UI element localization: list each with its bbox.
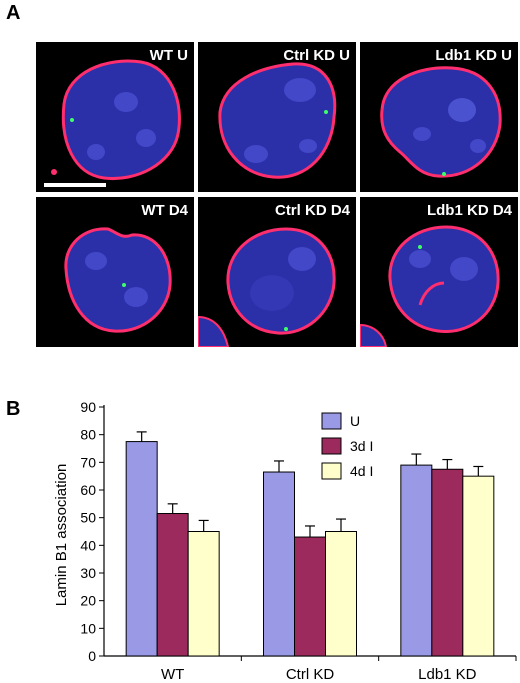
legend-label: 3d I <box>350 438 373 454</box>
micrograph-label: Ctrl KD U <box>283 47 350 64</box>
micrograph-ctrl-kd-d4: Ctrl KD D4 <box>198 197 356 347</box>
legend-label: 4d I <box>350 463 373 479</box>
micrograph-wt-d4: WT D4 <box>36 197 194 347</box>
legend-swatch <box>321 412 342 430</box>
y-tick-label: 40 <box>80 537 96 553</box>
nucleus-image <box>198 227 336 347</box>
bar <box>294 536 326 657</box>
bar <box>325 531 357 657</box>
x-tick-label: WT <box>161 666 184 683</box>
bar <box>187 531 220 657</box>
micrograph-label: WT D4 <box>141 202 188 219</box>
micrograph-ldb1-kd-d4: Ldb1 KD D4 <box>360 197 518 347</box>
micrograph-label: Ldb1 KD D4 <box>426 202 512 219</box>
bar <box>462 475 495 657</box>
y-tick-label: 70 <box>80 454 96 470</box>
legend-label: U <box>350 413 360 429</box>
micrograph-label: Ctrl KD D4 <box>274 202 350 219</box>
micrograph-wt-u: WT U <box>36 42 194 192</box>
panel-b-letter: B <box>6 398 21 420</box>
y-tick-label: 90 <box>80 399 96 415</box>
bar <box>263 471 295 657</box>
y-tick-label: 80 <box>80 427 96 443</box>
nucleus-image <box>218 62 337 179</box>
y-tick-label: 0 <box>88 648 96 664</box>
x-tick-label: Ldb1 KD <box>418 666 477 683</box>
micrograph-label: WT U <box>149 47 188 64</box>
micrograph-grid: WT U Ctrl KD U Ldb1 KD U WT D4 <box>36 42 518 348</box>
y-axis-label: Lamin B1 association <box>53 464 70 607</box>
nucleus-image <box>380 66 502 178</box>
legend-swatch <box>321 462 342 480</box>
nucleus-image <box>64 227 172 333</box>
nucleus-image <box>360 225 500 347</box>
y-tick-label: 60 <box>80 482 96 498</box>
bar <box>156 513 189 657</box>
micrograph-ctrl-kd-u: Ctrl KD U <box>198 42 356 192</box>
panel-a-letter: A <box>6 2 21 24</box>
micrograph-ldb1-kd-u: Ldb1 KD U <box>360 42 518 192</box>
y-tick-label: 10 <box>80 620 96 636</box>
micrograph-label: Ldb1 KD U <box>435 47 512 64</box>
legend-swatch <box>321 437 342 455</box>
x-tick-label: Ctrl KD <box>286 666 335 683</box>
y-tick-label: 30 <box>80 565 96 581</box>
y-tick-label: 20 <box>80 593 96 609</box>
bar <box>431 468 464 657</box>
nucleus-image <box>51 59 181 181</box>
bar <box>400 464 433 657</box>
scale-bar <box>44 183 106 187</box>
y-tick-label: 50 <box>80 510 96 526</box>
bar-chart: 0 10 20 30 40 50 60 70 80 90 WT Ctrl KD Ldb1 KD U 3d … <box>53 399 517 683</box>
bar <box>125 441 158 657</box>
